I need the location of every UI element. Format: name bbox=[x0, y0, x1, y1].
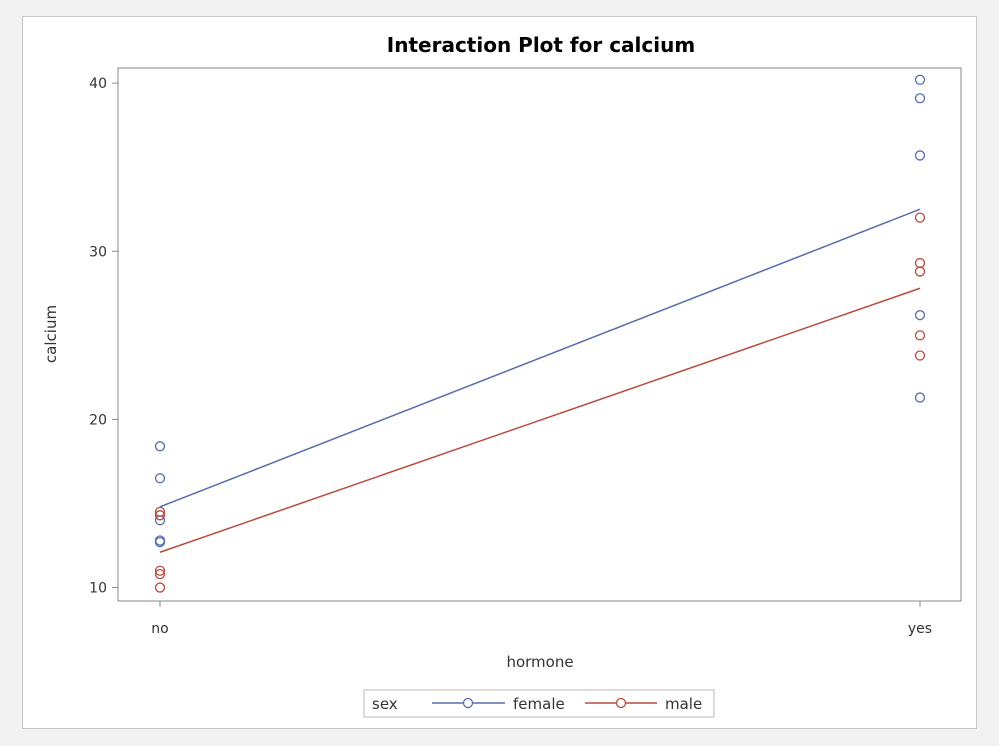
data-point-female bbox=[154, 473, 166, 484]
data-point-male bbox=[154, 506, 166, 518]
data-point-female bbox=[154, 537, 166, 548]
chart-frame bbox=[22, 16, 977, 729]
data-point-male bbox=[914, 266, 926, 277]
data-point-male bbox=[914, 330, 926, 341]
legend-swatch-marker bbox=[615, 697, 627, 709]
data-point-male bbox=[914, 212, 926, 223]
legend-label: male bbox=[665, 695, 702, 713]
data-point-female bbox=[914, 310, 926, 321]
data-point-male bbox=[154, 510, 166, 521]
y-tick-label: 10 bbox=[89, 581, 107, 597]
plot-area bbox=[117, 67, 962, 602]
legend-item-male: male bbox=[585, 695, 702, 713]
data-point-male bbox=[154, 582, 166, 593]
series-female bbox=[154, 74, 926, 548]
x-axis: no yes bbox=[151, 601, 932, 637]
y-tick-label: 20 bbox=[89, 412, 107, 428]
data-point-female bbox=[154, 441, 166, 452]
data-point-male bbox=[914, 350, 926, 361]
data-point-female bbox=[914, 150, 926, 161]
data-point-male bbox=[154, 568, 166, 580]
y-tick-label: 40 bbox=[89, 76, 107, 92]
legend-item-female: female bbox=[432, 695, 565, 713]
mean-line-male bbox=[159, 287, 921, 553]
legend: sex female male bbox=[363, 689, 715, 718]
data-point-female bbox=[914, 74, 926, 85]
legend-swatch-marker bbox=[462, 697, 474, 709]
data-point-female bbox=[914, 392, 926, 403]
data-point-male bbox=[154, 565, 166, 576]
y-tick-label: 30 bbox=[89, 244, 107, 260]
data-point-female bbox=[914, 93, 926, 104]
data-point-male bbox=[914, 257, 926, 269]
x-tick-label: no bbox=[151, 621, 168, 637]
series-layer bbox=[154, 74, 926, 593]
legend-title: sex bbox=[372, 695, 398, 713]
x-tick-label: yes bbox=[908, 621, 932, 637]
x-axis-label: hormone bbox=[506, 653, 573, 671]
series-male bbox=[154, 212, 926, 593]
mean-line-female bbox=[159, 208, 921, 508]
y-axis: 10 20 30 40 bbox=[89, 76, 118, 597]
legend-label: female bbox=[513, 695, 565, 713]
chart-title: Interaction Plot for calcium bbox=[387, 33, 695, 57]
y-axis-label: calcium bbox=[42, 305, 60, 363]
